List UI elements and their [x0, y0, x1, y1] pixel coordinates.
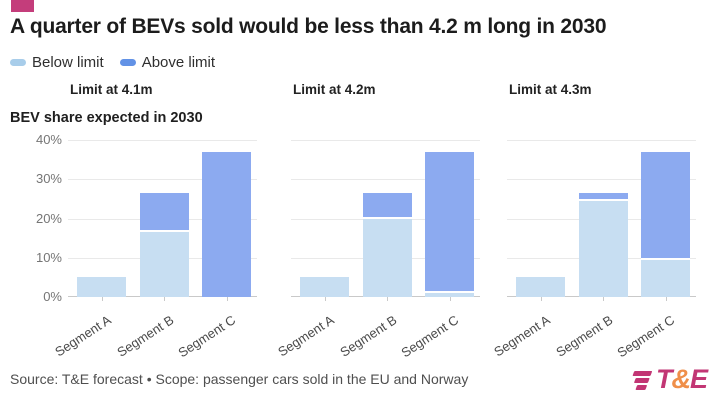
x-axis-tick: [164, 297, 165, 301]
bar-segment-below-limit: [425, 293, 474, 297]
y-axis-title: BEV share expected in 2030: [10, 110, 203, 126]
y-axis-tick-label: 40%: [35, 132, 62, 147]
legend-item-above-limit: Above limit: [119, 54, 216, 71]
x-axis-label-segment-a: Segment A: [491, 312, 553, 360]
bar-segment-above-limit: [139, 193, 189, 233]
bar-segment-below-limit: [300, 277, 349, 297]
gridline: [507, 179, 696, 181]
plot-area: [507, 140, 696, 301]
logo-letter-e: E: [689, 364, 708, 394]
x-axis-label-segment-c: Segment C: [398, 312, 462, 361]
y-axis-tick-label: 10%: [35, 249, 62, 265]
logo-letters: T&E: [655, 364, 708, 394]
legend-label-above-limit: Above limit: [141, 54, 216, 71]
legend: Below limit Above limit: [10, 54, 215, 71]
legend-item-below-limit: Below limit: [10, 54, 104, 71]
bar-segment-below-limit: [641, 259, 690, 297]
logo-stripe: [632, 370, 653, 376]
panel-title: Limit at 4.2m: [293, 82, 376, 97]
bar-segment-below-limit: [578, 200, 628, 297]
panel-title: Limit at 4.1m: [70, 82, 153, 97]
bar-segment-a: [77, 140, 126, 297]
bar-segment-above-limit: [202, 151, 251, 297]
x-axis-tick: [540, 297, 542, 301]
bar-segment-above-limit: [641, 151, 690, 260]
panel-limit-4-1m: Limit at 4.1m Segment A Segment B Segment …: [52, 0, 257, 405]
panel-title: Limit at 4.3m: [509, 82, 592, 97]
gridline: [291, 140, 480, 141]
x-axis-tick: [665, 297, 667, 301]
x-axis-label-segment-b: Segment B: [552, 312, 616, 360]
bar-segment-below-limit: [139, 232, 189, 297]
x-axis-label-segment-a: Segment A: [275, 312, 337, 360]
te-logo: T&E: [631, 364, 708, 394]
panel-limit-4-3m: Limit at 4.3m Segment A Segment B Segment …: [491, 0, 696, 405]
source-text: Source: T&E forecast • Scope: passenger …: [10, 371, 469, 387]
x-axis-label-segment-c: Segment C: [175, 312, 239, 361]
bar-segment-c: [425, 140, 474, 297]
x-axis-label-segment-c: Segment C: [614, 312, 678, 361]
plot-area: [291, 140, 480, 301]
x-axis-tick: [101, 297, 103, 301]
bar-segment-c: [641, 140, 690, 297]
bar-segment-above-limit: [362, 193, 412, 219]
x-axis-label-segment-b: Segment B: [113, 312, 177, 360]
gridline: [68, 140, 257, 141]
x-axis-tick: [449, 297, 451, 301]
gridline: [291, 179, 480, 181]
bar-segment-c: [202, 140, 251, 297]
legend-label-below-limit: Below limit: [32, 54, 104, 71]
x-axis-labels: Segment A Segment B Segment C: [52, 303, 257, 360]
x-axis-tick: [226, 297, 228, 301]
bar-segment-above-limit: [578, 193, 628, 201]
logo-stripes-icon: [627, 370, 653, 390]
gridline: [68, 179, 257, 181]
legend-swatch-above-limit: [119, 59, 136, 66]
plot-area: [68, 140, 257, 301]
bar-segment-b: [139, 140, 189, 297]
x-axis-tick: [324, 297, 326, 301]
bar-segment-below-limit: [516, 277, 565, 297]
x-axis-tick: [603, 297, 604, 301]
legend-swatch-below-limit: [10, 59, 26, 66]
bar-segment-above-limit: [425, 151, 474, 294]
logo-letter-ampersand: &: [671, 364, 690, 394]
x-axis-labels: Segment A Segment B Segment C: [491, 303, 696, 360]
logo-stripe: [635, 384, 648, 390]
bar-segment-below-limit: [77, 277, 126, 297]
x-axis-labels: Segment A Segment B Segment C: [275, 303, 480, 360]
gridline: [507, 140, 696, 141]
y-axis-tick-label: 0%: [43, 289, 62, 304]
chart-title: A quarter of BEVs sold would be less tha…: [10, 15, 607, 38]
y-axis-tick-label: 30%: [35, 171, 62, 187]
bar-segment-b: [362, 140, 412, 297]
bar-segment-a: [516, 140, 565, 297]
logo-letter-t: T: [655, 364, 672, 394]
y-axis-tick-label: 20%: [35, 210, 62, 226]
bar-segment-a: [300, 140, 349, 297]
bar-segment-below-limit: [362, 218, 412, 297]
panel-limit-4-2m: Limit at 4.2m Segment A Segment B Segment …: [275, 0, 480, 405]
brand-mark: [11, 0, 34, 12]
y-axis: 40% 30% 20% 10% 0%: [0, 0, 62, 405]
bar-segment-b: [578, 140, 628, 297]
x-axis-label-segment-b: Segment B: [336, 312, 400, 360]
logo-stripe: [633, 377, 650, 383]
x-axis-tick: [387, 297, 388, 301]
